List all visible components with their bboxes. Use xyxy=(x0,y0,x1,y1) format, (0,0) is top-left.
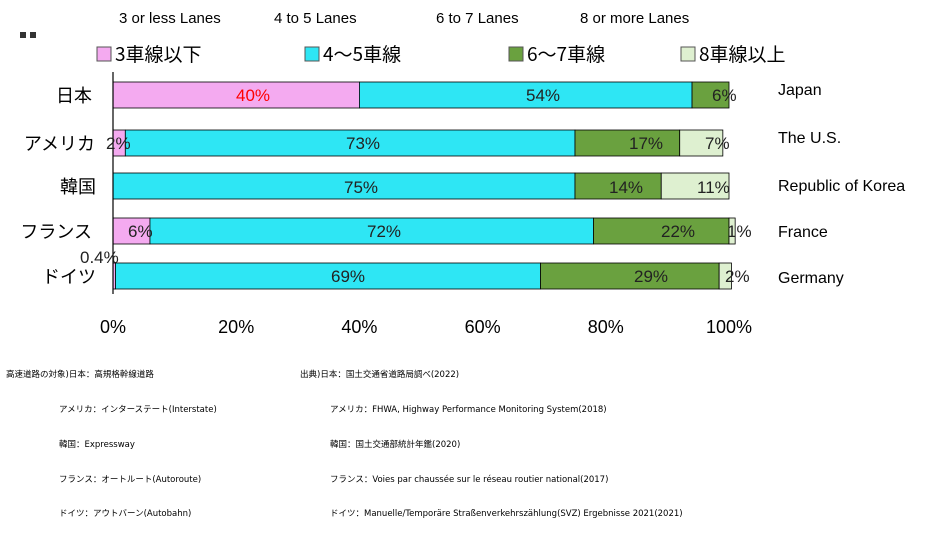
note-line: 高速道路の対象)日本：高規格幹線道路 xyxy=(6,370,154,381)
note-line: 韓国：Expressway xyxy=(59,439,135,450)
data-label: 14% xyxy=(609,178,643,197)
country-label-en: Japan xyxy=(778,82,822,99)
cropped-heading-fragment xyxy=(20,32,42,38)
data-label: 6% xyxy=(128,222,153,241)
english-legend: 3 or less Lanes 4 to 5 Lanes 6 to 7 Lane… xyxy=(0,10,952,30)
bar-segment xyxy=(593,217,730,245)
notes-highway-definition: 高速道路の対象)日本：高規格幹線道路 アメリカ：インターステート(Interst… xyxy=(6,347,217,533)
note-line: フランス：オートルート(Autoroute) xyxy=(59,474,202,485)
bar-segment xyxy=(115,262,541,290)
bar-segment xyxy=(679,129,724,157)
x-tick-label: 0% xyxy=(100,317,126,337)
bar-segment xyxy=(149,217,594,245)
note-line: 出典)日本：国土交通省道路局調べ(2022) xyxy=(300,370,460,381)
legend-swatch xyxy=(508,46,524,62)
note-line: アメリカ：インターステート(Interstate) xyxy=(59,404,217,415)
note-line: ドイツ：Manuelle/Temporäre Straßenverkehrszä… xyxy=(330,509,683,520)
data-label: 73% xyxy=(346,134,380,153)
data-label: 29% xyxy=(634,267,668,286)
english-legend-item: 8 or more Lanes xyxy=(580,10,690,27)
category-label: フランス xyxy=(20,218,92,244)
legend-swatch xyxy=(96,46,112,62)
bar-segment xyxy=(728,217,736,245)
data-label: 54% xyxy=(526,86,560,105)
bar-segment xyxy=(540,262,720,290)
country-label-en: Republic of Korea xyxy=(778,178,906,195)
data-label: 2% xyxy=(106,134,131,153)
data-label: 7% xyxy=(705,134,730,153)
category-label: アメリカ xyxy=(24,130,95,156)
english-legend-item: 4 to 5 Lanes xyxy=(274,10,357,27)
legend-label: 8車線以上 xyxy=(699,40,786,67)
category-label: ドイツ xyxy=(42,263,96,289)
bar-segment xyxy=(660,172,730,200)
notes-sources: 出典)日本：国土交通省道路局調べ(2022) アメリカ：FHWA, Highwa… xyxy=(300,347,683,533)
english-legend-item: 3 or less Lanes xyxy=(119,10,221,27)
country-label-en: Germany xyxy=(778,270,844,287)
bar-segment xyxy=(358,81,693,109)
data-label: 11% xyxy=(697,178,730,197)
data-label: 75% xyxy=(344,178,378,197)
bar-segment xyxy=(112,172,576,200)
x-tick-label: 100% xyxy=(706,317,752,337)
data-label: 17% xyxy=(629,134,663,153)
data-label: 2% xyxy=(725,267,750,286)
x-tick-label: 20% xyxy=(218,317,254,337)
legend-label: 4～5車線 xyxy=(323,40,401,67)
legend-label: 3車線以下 xyxy=(115,40,202,67)
legend-swatch xyxy=(680,46,696,62)
country-label-en: France xyxy=(778,224,828,241)
x-tick-label: 80% xyxy=(588,317,624,337)
legend-swatch xyxy=(304,46,320,62)
bar-segment xyxy=(124,129,576,157)
bar-segment xyxy=(718,262,732,290)
note-line: ドイツ：アウトバーン(Autobahn) xyxy=(59,509,192,520)
english-legend-item: 6 to 7 Lanes xyxy=(436,10,519,27)
data-label: 6% xyxy=(712,86,737,105)
note-line: 韓国：国土交通部統計年鑑(2020) xyxy=(330,439,461,450)
bar-segment xyxy=(691,81,730,109)
data-label: 69% xyxy=(331,267,365,286)
data-label: 40% xyxy=(236,86,270,105)
category-label: 韓国 xyxy=(60,173,96,199)
category-label: 日本 xyxy=(56,82,92,108)
data-label: 1% xyxy=(727,222,752,241)
data-label: 22% xyxy=(661,222,695,241)
note-line: アメリカ：FHWA, Highway Performance Monitorin… xyxy=(330,404,607,415)
legend-label: 6～7車線 xyxy=(527,40,605,67)
data-label: 72% xyxy=(367,222,401,241)
x-tick-label: 40% xyxy=(341,317,377,337)
x-tick-label: 60% xyxy=(465,317,501,337)
bar-segment xyxy=(574,129,681,157)
data-label: 0.4% xyxy=(80,248,119,267)
note-line: フランス：Voies par chaussée sur le réseau ro… xyxy=(330,474,609,485)
country-label-en: The U.S. xyxy=(778,130,842,147)
